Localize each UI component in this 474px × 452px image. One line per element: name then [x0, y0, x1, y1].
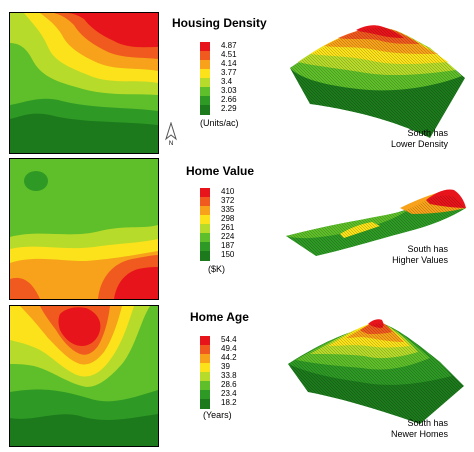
legend-value: 33.8 — [221, 371, 237, 380]
legend-row: 298 — [200, 214, 270, 225]
legend-row: 224 — [200, 232, 270, 243]
legend-row: 3.03 — [200, 86, 270, 97]
legend-row: 2.66 — [200, 95, 270, 106]
home-age-contour — [10, 306, 158, 446]
panel-title: Home Value — [186, 164, 255, 178]
surface-note: South has Higher Values — [380, 244, 448, 266]
note-line: South has — [407, 418, 448, 428]
home-age-map — [9, 305, 159, 447]
legend-row: 49.4 — [200, 344, 270, 355]
legend-row: 187 — [200, 241, 270, 252]
surface-note: South has Newer Homes — [380, 418, 448, 440]
housing-density-map — [9, 12, 159, 154]
legend-row: 150 — [200, 250, 270, 261]
legend-value: 4.14 — [221, 59, 237, 68]
legend-row: 2.29 — [200, 104, 270, 115]
housing-density-panel: Housing Density 4.87 4.51 4.14 3.77 3.4 … — [0, 0, 474, 154]
legend-row: 28.6 — [200, 380, 270, 391]
legend-value: 3.4 — [221, 77, 233, 86]
legend-row: 44.2 — [200, 353, 270, 364]
legend-value: 3.77 — [221, 68, 237, 77]
legend-row: 3.77 — [200, 68, 270, 79]
panel-title: Home Age — [190, 310, 249, 324]
north-arrow-icon: N — [164, 121, 178, 147]
legend-row: 4.51 — [200, 50, 270, 61]
legend-value: 54.4 — [221, 335, 237, 344]
legend-value: 4.87 — [221, 41, 237, 50]
legend-row: 54.4 — [200, 335, 270, 346]
legend-row: 261 — [200, 223, 270, 234]
legend-value: 39 — [221, 362, 230, 371]
legend-value: 224 — [221, 232, 235, 241]
home-value-map — [9, 158, 159, 300]
legend-row: 372 — [200, 196, 270, 207]
legend-row: 410 — [200, 187, 270, 198]
legend-value: 335 — [221, 205, 235, 214]
legend-value: 187 — [221, 241, 235, 250]
legend-row: 33.8 — [200, 371, 270, 382]
legend-value: 28.6 — [221, 380, 237, 389]
home-age-surface — [280, 306, 470, 430]
legend-value: 18.2 — [221, 398, 237, 407]
housing-density-contour — [10, 13, 158, 153]
note-line: South has — [407, 128, 448, 138]
legend-value: 3.03 — [221, 86, 237, 95]
legend-unit: ($K) — [208, 264, 226, 274]
legend-row: 4.14 — [200, 59, 270, 70]
legend-value: 372 — [221, 196, 235, 205]
legend-unit: (Units/ac) — [200, 118, 239, 128]
legend-value: 4.51 — [221, 50, 237, 59]
legend-row: 23.4 — [200, 389, 270, 400]
legend-value: 49.4 — [221, 344, 237, 353]
legend-row: 3.4 — [200, 77, 270, 88]
legend-row: 335 — [200, 205, 270, 216]
legend-value: 2.66 — [221, 95, 237, 104]
note-line: Higher Values — [392, 255, 448, 265]
note-line: Lower Density — [390, 139, 448, 149]
north-label: N — [169, 141, 173, 146]
legend-value: 23.4 — [221, 389, 237, 398]
note-line: South has — [407, 244, 448, 254]
home-value-contour — [10, 159, 158, 299]
panel-title: Housing Density — [172, 16, 267, 30]
home-value-surface — [280, 174, 470, 264]
legend-value: 44.2 — [221, 353, 237, 362]
legend-unit: (Years) — [203, 410, 232, 420]
legend-value: 2.29 — [221, 104, 237, 113]
legend-value: 298 — [221, 214, 235, 223]
home-age-panel: Home Age 54.4 49.4 44.2 39 33.8 28.6 23.… — [0, 300, 474, 450]
housing-density-surface — [280, 8, 470, 148]
legend-value: 261 — [221, 223, 235, 232]
home-value-panel: Home Value 410 372 335 298 261 224 187 1… — [0, 150, 474, 300]
legend-value: 150 — [221, 250, 235, 259]
note-line: Newer Homes — [390, 429, 448, 439]
legend-value: 410 — [221, 187, 235, 196]
legend-row: 4.87 — [200, 41, 270, 52]
legend-row: 18.2 — [200, 398, 270, 409]
legend-row: 39 — [200, 362, 270, 373]
surface-note: South has Lower Density — [380, 128, 448, 150]
